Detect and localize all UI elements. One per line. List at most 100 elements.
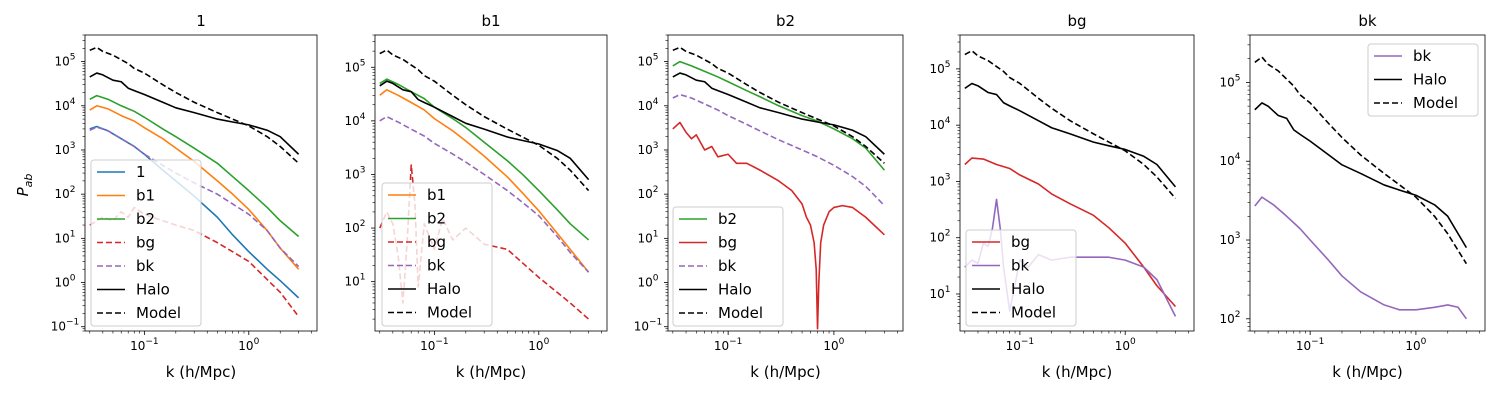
series-line-b2	[672, 60, 885, 171]
legend-frame	[965, 229, 1077, 327]
legend: 1 b1 b2 bg bk Halo Model	[90, 159, 202, 327]
series-line-model	[672, 46, 885, 164]
x-axis-label: k (h/Mpc)	[1042, 363, 1112, 381]
legend-label: bk	[427, 257, 446, 275]
series-line-model	[1254, 56, 1468, 265]
plot-frame	[374, 34, 608, 332]
panel-b2: 10−1 100 10−1 100 101 102 103 104 105 b2 k (h/Mpc)…	[634, 12, 904, 381]
x-axis-label: k (h/Mpc)	[1332, 363, 1402, 381]
x-tick-label: 10−1	[1006, 337, 1035, 353]
legend-label: b1	[427, 186, 446, 204]
legend-label: bk	[1413, 47, 1432, 65]
y-tick-label: 103	[929, 172, 950, 188]
series-line-bg	[672, 121, 885, 330]
series-line-model	[379, 49, 590, 192]
series-line-halo	[1254, 102, 1468, 249]
y-tick-label: 103	[1219, 231, 1240, 247]
series-line-halo	[964, 82, 1177, 188]
x-axis-label: k (h/Mpc)	[166, 363, 236, 381]
legend-label: bg	[718, 234, 737, 252]
series-line-halo	[89, 72, 300, 155]
y-tick-label: 101	[54, 229, 75, 245]
plot-frame	[667, 34, 904, 332]
legend-label: Model	[427, 304, 472, 322]
legend-label: Halo	[718, 281, 752, 299]
x-minor-ticks	[379, 331, 602, 334]
legend-label: Halo	[1011, 280, 1045, 298]
x-minor-ticks	[964, 331, 1189, 334]
y-tick-label: 105	[54, 53, 75, 69]
plot-frame	[959, 34, 1195, 332]
x-axis-label: k (h/Mpc)	[456, 363, 526, 381]
series-line-model	[964, 49, 1177, 199]
y-tick-label: 103	[637, 141, 658, 157]
y-tick-label: 104	[54, 97, 75, 113]
legend-label: bg	[1011, 233, 1030, 251]
legend-label: Halo	[1413, 71, 1447, 89]
series-line-halo	[379, 80, 590, 181]
x-tick-label: 100	[823, 337, 844, 353]
panel-title: b1	[481, 12, 500, 30]
legend-label: bk	[136, 257, 155, 275]
legend-label: Model	[136, 304, 181, 322]
series-line-bk	[1254, 196, 1468, 320]
panel-title: bk	[1358, 12, 1377, 30]
legend-label: b2	[136, 210, 155, 228]
legend-label: b2	[718, 210, 737, 228]
y-minor-ticks	[82, 34, 85, 332]
panel-title: b2	[776, 12, 795, 30]
x-minor-ticks	[1254, 331, 1480, 334]
y-tick-label: 104	[929, 116, 950, 132]
legend-frame	[672, 206, 784, 327]
x-minor-ticks	[89, 331, 312, 334]
y-tick-label: 101	[344, 273, 365, 289]
y-tick-label: 104	[1219, 152, 1240, 168]
y-minor-ticks	[1247, 34, 1250, 332]
legend: bk Halo Model	[1367, 43, 1479, 117]
y-tick-label: 101	[929, 285, 950, 301]
series-line-b2	[89, 94, 300, 238]
y-tick-label: 103	[54, 141, 75, 157]
legend-label: 1	[136, 163, 146, 181]
x-tick-label: 10−1	[130, 337, 159, 353]
legend-label: Halo	[427, 280, 461, 298]
legend: b1 b2 bg bk Halo Model	[381, 182, 493, 327]
x-tick-label: 100	[528, 337, 549, 353]
series-line-model	[89, 46, 300, 164]
series-line-b1	[89, 104, 300, 270]
y-tick-label: 102	[637, 185, 658, 201]
series-line-bk	[672, 93, 885, 207]
x-tick-label: 100	[1405, 337, 1426, 353]
y-tick-label: 100	[637, 274, 658, 290]
panel-bk: 10−1 100 102 103 104 105 bk k (h/Mpc) bk Halo Mode…	[1219, 12, 1486, 381]
x-axis-label: k (h/Mpc)	[750, 363, 820, 381]
legend-label: b1	[136, 187, 155, 205]
series-line-b1	[379, 88, 590, 273]
panel-bg: 10−1 100 101 102 103 104 105 bg k (h/Mpc) bg bk Hal…	[929, 12, 1195, 381]
x-tick-label: 10−1	[420, 337, 449, 353]
y-axis-label: Pab	[14, 174, 35, 197]
series-line-halo	[672, 72, 885, 155]
x-tick-label: 100	[1115, 337, 1136, 353]
y-tick-label: 102	[54, 185, 75, 201]
y-tick-label: 105	[1219, 73, 1240, 89]
legend-label: Model	[1011, 304, 1056, 322]
legend-label: bk	[718, 257, 737, 275]
x-minor-ticks	[672, 331, 898, 334]
y-tick-label: 10−1	[634, 318, 663, 334]
series-group	[1254, 56, 1468, 320]
y-tick-label: 104	[637, 97, 658, 113]
y-tick-label: 100	[54, 274, 75, 290]
y-minor-ticks	[665, 34, 668, 332]
series-line-b2	[379, 78, 590, 241]
x-tick-label: 10−1	[1296, 337, 1325, 353]
legend: bg bk Halo Model	[965, 229, 1077, 327]
y-minor-ticks	[957, 34, 960, 324]
x-tick-label: 100	[238, 337, 259, 353]
legend-frame	[90, 159, 202, 327]
x-tick-label: 10−1	[714, 337, 743, 353]
series-line-bk	[379, 115, 590, 273]
y-tick-label: 105	[637, 53, 658, 69]
plot-frame	[1249, 34, 1486, 332]
